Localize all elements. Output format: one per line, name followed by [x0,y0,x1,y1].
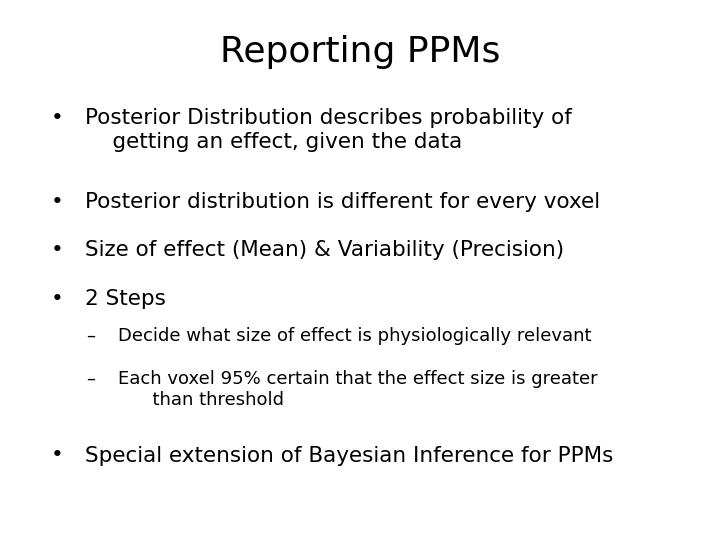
Text: •: • [50,108,63,128]
Text: •: • [50,192,63,212]
Text: Special extension of Bayesian Inference for PPMs: Special extension of Bayesian Inference … [85,446,613,465]
Text: Reporting PPMs: Reporting PPMs [220,35,500,69]
Text: •: • [50,289,63,309]
Text: –: – [86,370,95,388]
Text: •: • [50,240,63,260]
Text: Each voxel 95% certain that the effect size is greater
      than threshold: Each voxel 95% certain that the effect s… [118,370,598,409]
Text: Decide what size of effect is physiologically relevant: Decide what size of effect is physiologi… [118,327,592,345]
Text: Posterior distribution is different for every voxel: Posterior distribution is different for … [85,192,600,212]
Text: Posterior Distribution describes probability of
    getting an effect, given the: Posterior Distribution describes probabi… [85,108,572,152]
Text: Size of effect (Mean) & Variability (Precision): Size of effect (Mean) & Variability (Pre… [85,240,564,260]
Text: •: • [50,446,63,465]
Text: 2 Steps: 2 Steps [85,289,166,309]
Text: –: – [86,327,95,345]
